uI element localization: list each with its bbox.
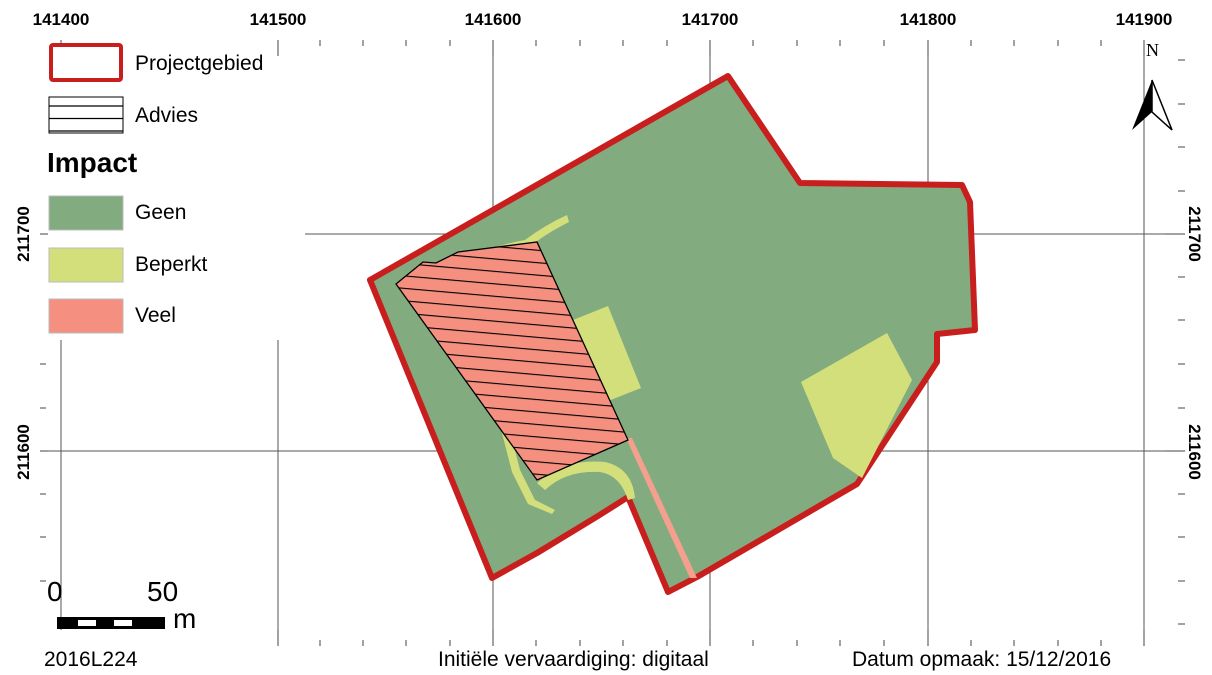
veel-path-south [626,438,697,578]
advies-hatch[interactable] [395,241,629,481]
north-label: N [1146,40,1159,60]
legend-label-geen: Geen [135,201,187,224]
footer-vervaardiging: Initiële vervaardiging: digitaal [438,648,709,671]
north-arrow-icon [1132,79,1173,131]
legend-swatch-beperkt [48,247,124,283]
legend-swatch-veel [48,298,124,334]
y-label-left-211600: 211600 [14,424,33,480]
y-label-right-211600: 211600 [1185,424,1204,480]
beperkt-area-central [568,306,641,403]
footer-datum: Datum opmaak: 15/12/2016 [852,648,1112,671]
y-label-left-211700: 211700 [14,206,33,262]
projectgebied-area[interactable] [367,73,978,595]
legend-label-advies: Advies [135,104,199,127]
legend-swatch-advies [48,96,124,134]
legend-swatch-projectgebied [49,43,123,82]
beperkt-curve [537,461,635,500]
x-label-141700: 141700 [681,10,739,29]
x-label-141800: 141800 [899,10,957,29]
x-label-141500: 141500 [249,10,307,29]
legend-label-projectgebied: Projectgebied [135,52,264,75]
legend-label-veel: Veel [135,304,176,327]
scale-label-zero: 0 [47,576,63,607]
x-label-141400: 141400 [32,10,90,29]
legend-title-impact: Impact [47,147,138,178]
beperkt-area-east [801,333,912,478]
footer-code: 2016L224 [44,648,138,671]
x-label-141900: 141900 [1115,10,1173,29]
scale-label-unit: m [173,603,197,634]
x-label-141600: 141600 [464,10,522,29]
scale-bar [57,617,165,629]
legend-swatch-geen [48,195,124,231]
legend-label-beperkt: Beperkt [135,253,208,276]
y-label-right-211700: 211700 [1185,206,1204,262]
scale-label-fifty: 50 [147,576,179,607]
border-ticks [40,40,1185,646]
